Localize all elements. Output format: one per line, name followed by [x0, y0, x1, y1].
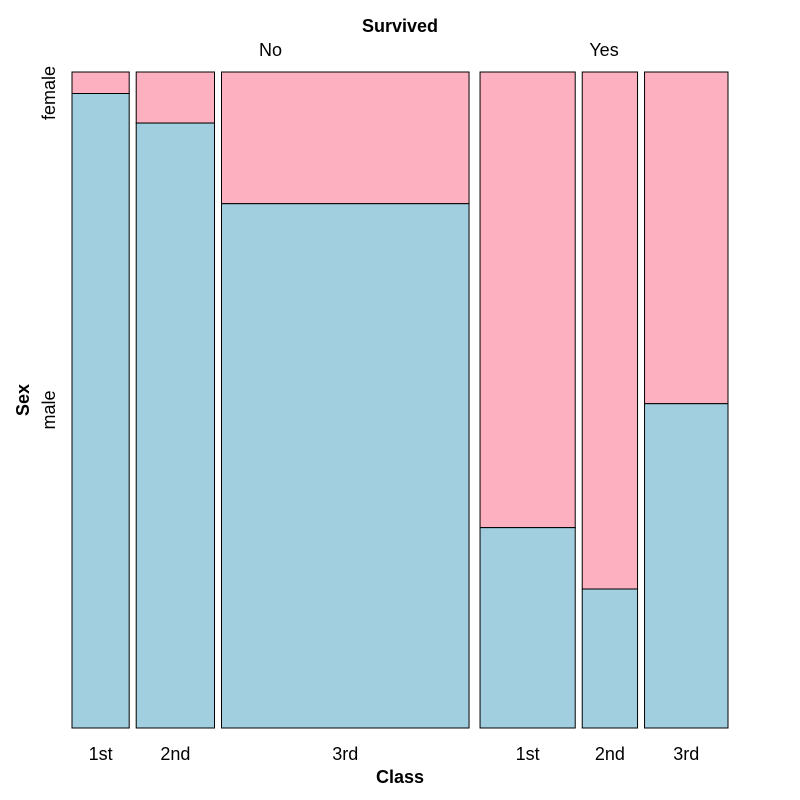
tile-yes-3rd-female: [644, 71, 729, 405]
tile-no-2nd-female: [135, 71, 215, 124]
x-tick-labels: 1st 2nd 3rd 1st 2nd 3rd: [89, 744, 700, 764]
tile-yes-1st-male: [479, 527, 576, 729]
group-label-yes: Yes: [589, 40, 618, 60]
tile-yes-1st-female: [479, 71, 576, 529]
tile-yes-3rd-male: [644, 403, 729, 729]
mosaic-tiles: [71, 71, 729, 729]
y-label-male: male: [39, 390, 59, 429]
x-tick-yes-2nd: 2nd: [595, 744, 625, 764]
y-axis-label: Sex: [13, 384, 33, 416]
x-tick-yes-3rd: 3rd: [673, 744, 699, 764]
tile-no-1st-female: [71, 71, 130, 95]
x-axis-label: Class: [376, 767, 424, 787]
x-tick-no-1st: 1st: [89, 744, 113, 764]
tile-yes-2nd-female: [581, 71, 639, 590]
group-label-no: No: [259, 40, 282, 60]
chart-title: Survived: [362, 16, 438, 36]
x-tick-yes-1st: 1st: [516, 744, 540, 764]
x-tick-no-3rd: 3rd: [332, 744, 358, 764]
tile-no-1st-male: [71, 93, 130, 729]
tile-no-2nd-male: [135, 122, 215, 729]
tile-yes-2nd-male: [581, 588, 639, 729]
tile-no-3rd-male: [220, 203, 470, 729]
y-label-female: female: [39, 66, 59, 120]
tile-no-3rd-female: [220, 71, 470, 205]
x-tick-no-2nd: 2nd: [160, 744, 190, 764]
